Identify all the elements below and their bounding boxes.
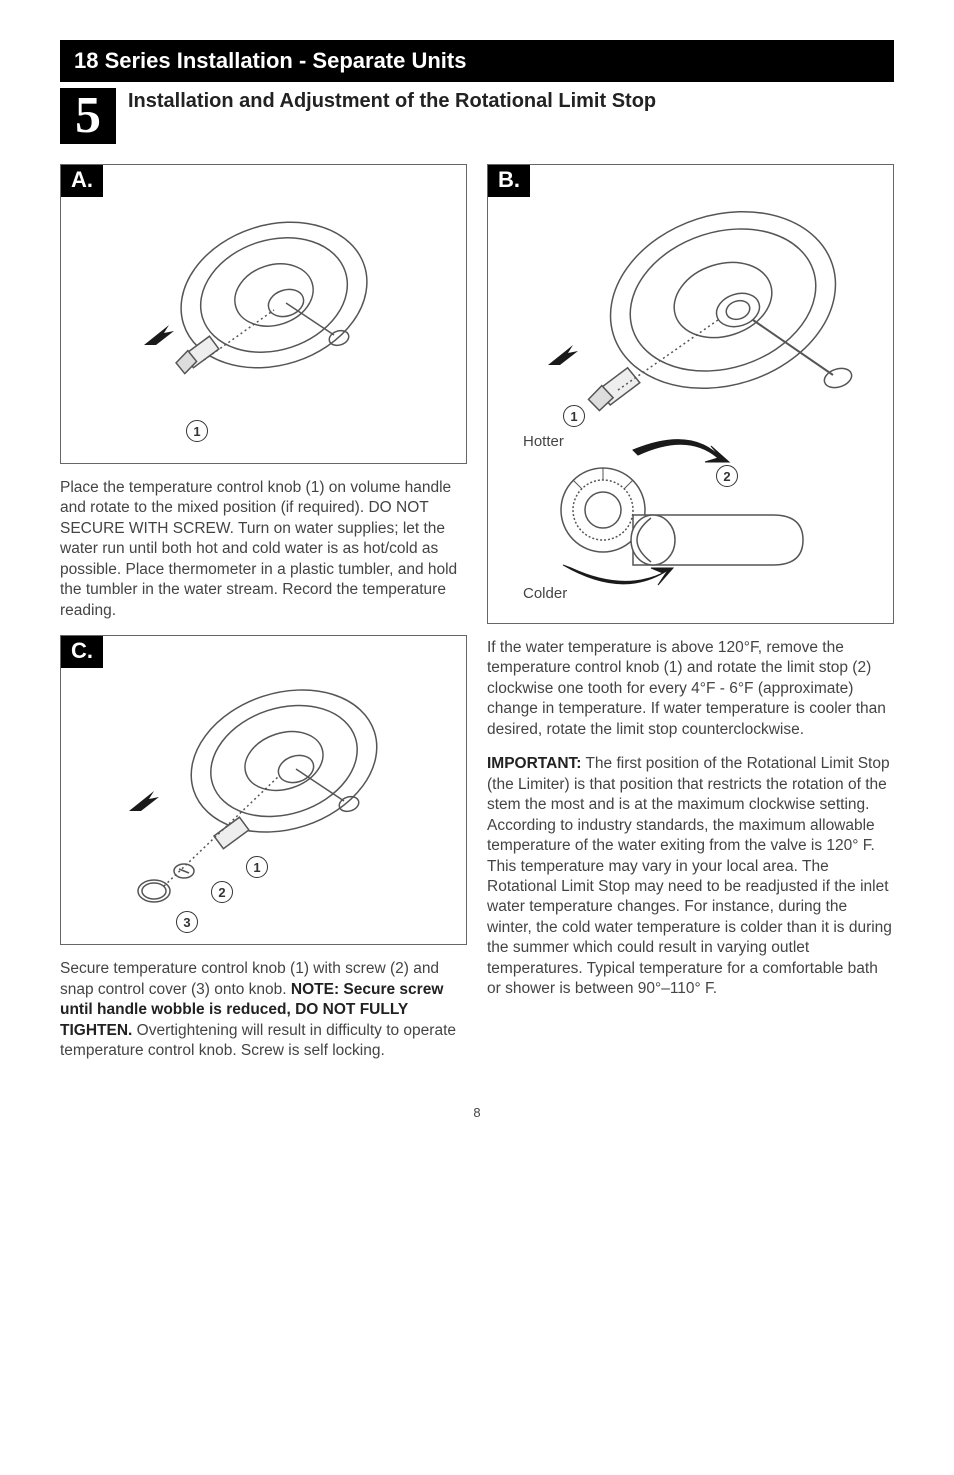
diagram-b-illustration — [493, 170, 873, 620]
diagram-c-illustration — [104, 676, 424, 936]
step-title: Installation and Adjustment of the Rotat… — [128, 88, 656, 113]
diagram-c: C. — [60, 635, 467, 945]
text-b2: IMPORTANT: The first position of the Rot… — [487, 754, 894, 999]
right-column: B. — [487, 164, 894, 1075]
text-c: Secure temperature control knob (1) with… — [60, 959, 467, 1061]
text-b1: If the water temperature is above 120°F,… — [487, 638, 894, 740]
left-column: A. 1 — [60, 164, 467, 1075]
callout-1: 1 — [563, 405, 585, 427]
callout-1: 1 — [246, 856, 268, 878]
diagram-c-label: C. — [61, 636, 103, 668]
colder-arrow-icon — [563, 565, 673, 585]
callout-3: 3 — [176, 911, 198, 933]
callout-2: 2 — [211, 881, 233, 903]
title-bar: 18 Series Installation - Separate Units — [60, 40, 894, 82]
arrow-icon — [548, 345, 578, 365]
callout-2: 2 — [716, 465, 738, 487]
step-header: 5 Installation and Adjustment of the Rot… — [60, 88, 894, 144]
callout-1: 1 — [186, 420, 208, 442]
text-a: Place the temperature control knob (1) o… — [60, 478, 467, 621]
diagram-a: A. 1 — [60, 164, 467, 464]
text-b2-lead: IMPORTANT: — [487, 755, 581, 772]
diagram-b: B. — [487, 164, 894, 624]
diagram-a-illustration — [114, 205, 414, 445]
step-number: 5 — [60, 88, 116, 144]
arrow-icon — [144, 325, 174, 345]
arrow-icon — [129, 791, 159, 811]
content-columns: A. 1 — [60, 164, 894, 1075]
diagram-a-label: A. — [61, 165, 103, 197]
colder-label: Colder — [523, 585, 567, 602]
page-number: 8 — [60, 1105, 894, 1120]
text-b2-body: The first position of the Rotational Lim… — [487, 755, 892, 997]
hotter-arrow-icon — [633, 440, 729, 462]
hotter-label: Hotter — [523, 433, 564, 450]
